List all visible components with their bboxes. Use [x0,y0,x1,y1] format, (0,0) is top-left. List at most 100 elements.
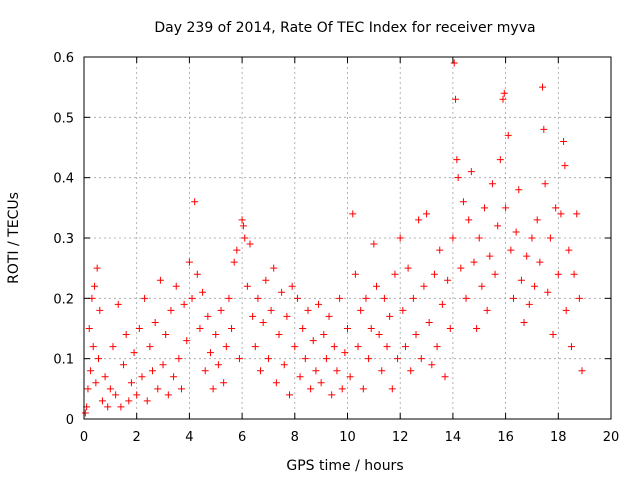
data-point [272,379,280,387]
data-point [478,282,486,290]
data-point [209,385,217,393]
y-tick-label: 0.6 [53,51,74,66]
data-point [220,379,228,387]
data-point [317,379,325,387]
x-tick-label: 0 [80,430,88,445]
data-point [154,385,162,393]
data-point [291,343,299,351]
data-point [362,294,370,302]
data-point [499,95,507,103]
data-point [504,131,512,139]
data-point [449,234,457,242]
data-point [549,331,557,339]
data-point [243,282,251,290]
data-point [201,367,209,375]
data-point [544,288,552,296]
data-point [98,397,106,405]
data-point [206,349,214,357]
data-point [500,89,508,97]
data-point [241,234,249,242]
data-point [146,343,154,351]
y-axis-label: ROTI / TECUs [6,192,22,284]
data-point [151,318,159,326]
x-tick-label: 16 [497,430,514,445]
y-tick-label: 0 [66,413,74,428]
x-tick-label: 4 [185,430,193,445]
data-point [453,156,461,164]
data-point [423,210,431,218]
data-point [222,343,230,351]
data-point [104,403,112,411]
data-point [517,276,525,284]
x-axis-ticks: 0 2 4 6 8 10 12 14 16 18 20 [80,57,619,445]
data-point [254,294,262,302]
data-point [380,294,388,302]
data-point [531,282,539,290]
data-point [267,306,275,314]
data-point [515,186,523,194]
data-point [133,391,141,399]
data-point [375,331,383,339]
data-point [170,373,178,381]
data-point [156,276,164,284]
data-point [94,355,102,363]
data-point [172,282,180,290]
data-point [573,210,581,218]
data-point [436,246,444,254]
data-point [338,385,346,393]
data-point [349,210,357,218]
data-point [357,306,365,314]
data-point [546,234,554,242]
data-point [344,325,351,332]
data-point [81,409,89,417]
data-point [239,222,247,230]
data-point [433,343,441,351]
data-point [199,288,207,296]
data-point [117,403,125,411]
data-point [441,373,449,381]
data-point [288,282,296,290]
data-point [388,385,396,393]
data-point [540,125,548,133]
data-point [175,355,183,363]
data-point [280,361,288,369]
data-point [552,204,560,212]
data-point [425,318,433,326]
data-point [409,294,417,302]
data-point [264,355,272,363]
data-point [541,180,549,188]
x-tick-label: 18 [550,430,567,445]
data-point [212,331,220,339]
x-tick-label: 2 [133,430,141,445]
data-point [89,343,97,351]
data-point [523,252,531,260]
data-point [191,198,199,206]
data-point [315,300,323,308]
data-point [180,300,188,308]
data-point [183,337,191,345]
data-point [162,331,170,339]
data-point [325,312,333,320]
data-point [309,337,317,345]
data-point [562,306,570,314]
data-points [81,59,586,417]
data-point [330,343,338,351]
data-point [444,276,452,284]
data-point [275,331,283,339]
data-point [322,355,330,363]
data-point [135,325,143,332]
x-tick-label: 12 [392,430,409,445]
data-point [557,210,565,218]
data-point [328,391,336,399]
data-point [122,331,130,339]
data-point [336,294,344,302]
data-point [217,306,225,314]
data-point [396,234,404,242]
data-point [296,373,304,381]
data-point [91,282,99,290]
data-point [251,343,259,351]
data-point [333,367,341,375]
data-point [486,252,494,260]
data-point [286,391,294,399]
